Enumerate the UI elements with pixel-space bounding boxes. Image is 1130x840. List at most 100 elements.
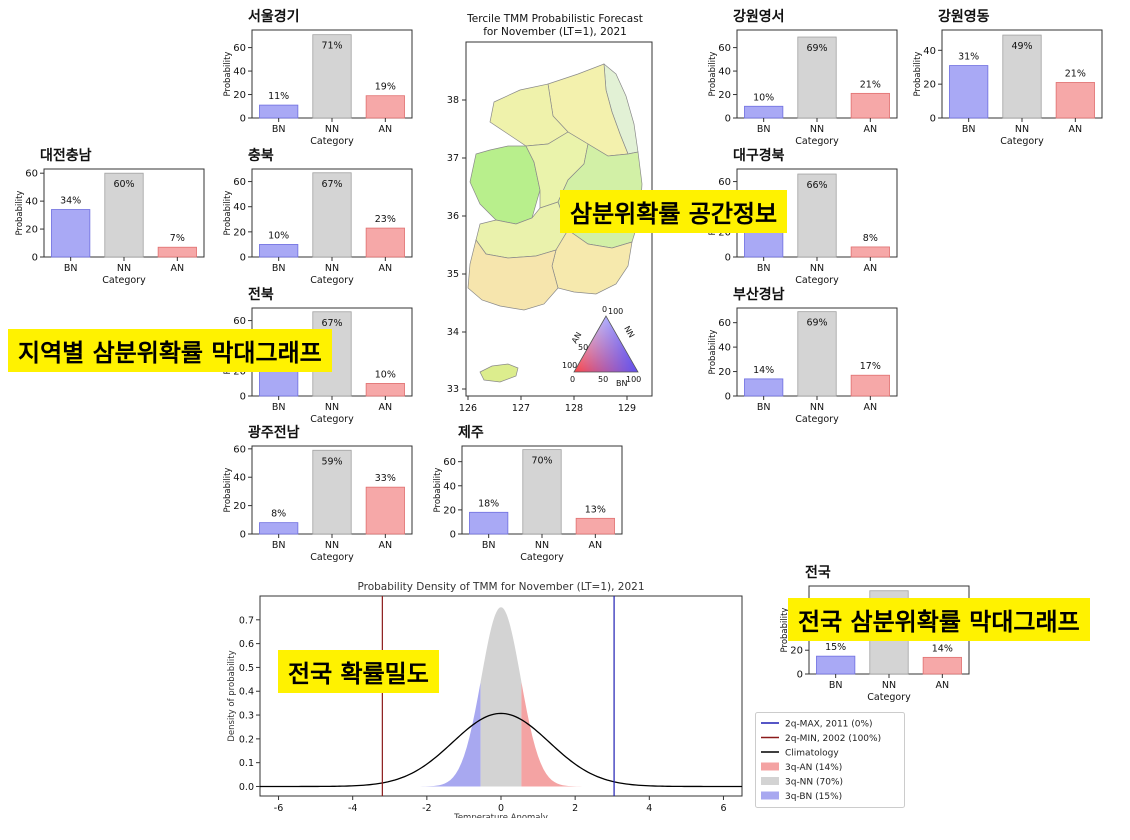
x-axis-label: Category	[795, 136, 839, 147]
bar-chart-title: 대전충남	[40, 148, 92, 164]
bar-value-label: 15%	[825, 642, 846, 653]
x-tick-label: NN	[882, 680, 896, 691]
x-tick-label: BN	[64, 263, 78, 274]
x-tick-label: 4	[646, 803, 652, 814]
y-tick-label: 20	[233, 227, 246, 238]
y-axis-label: Probability	[780, 608, 790, 653]
bar-chart-svg: 0 20 40 60 Probability 8% BN 59% NN 33% AN Category	[223, 444, 413, 563]
lat-tick-label: 33	[447, 384, 459, 395]
overlay-spatial-info: 삼분위확률 공간정보	[560, 190, 788, 233]
legend-swatch	[761, 762, 779, 771]
x-tick-label: AN	[589, 540, 603, 551]
y-axis-label: Probability	[223, 468, 233, 513]
bar-an	[365, 486, 405, 535]
bar-value-label: 18%	[478, 498, 499, 509]
x-tick-label: AN	[1069, 124, 1083, 135]
y-axis-label: Probability	[708, 330, 718, 375]
y-tick-label: 40	[233, 473, 246, 484]
x-tick-label: AN	[379, 124, 393, 135]
bar-value-label: 71%	[321, 41, 342, 52]
bar-chart-title: 충북	[248, 148, 274, 164]
x-tick-label: 6	[720, 803, 726, 814]
x-tick-label: 2	[572, 803, 578, 814]
bar-an	[850, 246, 890, 258]
bar-value-label: 69%	[806, 43, 827, 54]
bar-bn	[259, 104, 299, 119]
map-title-line1: Tercile TMM Probabilistic Forecast	[466, 13, 643, 25]
y-tick-label: 60	[233, 43, 246, 54]
bar-an	[575, 517, 615, 535]
bar-value-label: 8%	[271, 509, 286, 520]
bar-bn	[744, 378, 784, 397]
y-tick-label: 20	[233, 90, 246, 101]
x-axis-label: Category	[520, 552, 564, 563]
bar-value-label: 49%	[1011, 41, 1032, 52]
bar-nn	[797, 173, 837, 258]
bar-value-label: 33%	[375, 473, 396, 484]
y-tick-label: 0.2	[239, 734, 254, 745]
x-tick-label: AN	[864, 263, 878, 274]
region-daejeon-chungnam	[469, 145, 541, 225]
lat-tick-label: 34	[447, 327, 459, 338]
bar-an	[157, 246, 197, 258]
bar-value-label: 10%	[753, 92, 774, 103]
legend-label: 3q-BN (15%)	[785, 792, 842, 802]
x-tick-label: BN	[962, 124, 976, 135]
bar-chart-daejeon-chungnam: 대전충남 0 20 40 60 Probability 34% BN 60% NN 7% AN Cate…	[10, 145, 210, 289]
y-tick-label: 40	[718, 343, 731, 354]
bar-value-label: 31%	[958, 52, 979, 63]
bar-value-label: 70%	[531, 456, 552, 467]
bar-value-label: 69%	[806, 318, 827, 329]
y-axis-label: Probability	[708, 52, 718, 97]
y-axis-label: Probability	[15, 191, 25, 236]
overlay-regional-bar: 지역별 삼분위확률 막대그래프	[8, 329, 332, 372]
x-tick-label: AN	[379, 540, 393, 551]
bar-value-label: 21%	[860, 79, 881, 90]
y-tick-label: 0.4	[239, 687, 254, 698]
bar-bn	[51, 209, 91, 258]
density-chart: Probability Density of TMM for November …	[227, 581, 743, 818]
y-tick-label: 60	[233, 444, 246, 455]
legend-label: 2q-MAX, 2011 (0%)	[785, 720, 873, 730]
bar-value-label: 14%	[753, 365, 774, 376]
bar-value-label: 34%	[60, 196, 81, 207]
bar-chart-title: 강원영동	[938, 9, 990, 25]
x-tick-label: BN	[272, 402, 286, 413]
y-tick-label: 0.0	[239, 782, 254, 793]
y-tick-label: 40	[923, 46, 936, 57]
x-tick-label: AN	[864, 402, 878, 413]
x-tick-label: NN	[810, 263, 824, 274]
lat-tick-label: 36	[447, 211, 459, 222]
x-tick-label: NN	[810, 402, 824, 413]
x-tick-label: BN	[272, 540, 286, 551]
lat-tick-label: 37	[447, 153, 459, 164]
map-title-line2: for November (LT=1), 2021	[483, 26, 627, 38]
bar-nn	[797, 311, 837, 397]
y-tick-label: 40	[718, 67, 731, 78]
bar-chart-seoul-gyeonggi: 서울경기 0 20 40 60 Probability 11% BN 71% NN 19% AN Cat…	[218, 6, 418, 150]
x-tick-label: BN	[272, 263, 286, 274]
x-tick-label: BN	[757, 402, 771, 413]
x-tick-label: AN	[936, 680, 950, 691]
ternary-label-bn: BN	[616, 379, 627, 388]
density-title: Probability Density of TMM for November …	[357, 581, 644, 593]
lon-tick-label: 126	[459, 403, 477, 414]
bar-an	[1055, 82, 1095, 119]
bar-chart-chungbuk: 충북 0 20 40 60 Probability 10% BN 67% NN 23% AN Categ…	[218, 145, 418, 289]
y-axis-label: Density of probability	[227, 650, 237, 741]
map-lon-axis: 126 127 128 129	[459, 396, 636, 414]
y-tick-label: 0	[240, 530, 246, 541]
x-tick-label: NN	[325, 124, 339, 135]
x-axis-label: Temperature Anomaly	[453, 813, 548, 818]
x-axis-label: Category	[795, 275, 839, 286]
y-tick-label: 60	[233, 316, 246, 327]
y-axis-label: Probability	[433, 468, 443, 513]
x-tick-label: BN	[272, 124, 286, 135]
bar-chart-busan-gyeongnam: 부산경남 0 20 40 60 Probability 14% BN 69% NN 17% AN Cat…	[703, 284, 903, 428]
x-tick-label: NN	[535, 540, 549, 551]
y-tick-label: 60	[718, 318, 731, 329]
